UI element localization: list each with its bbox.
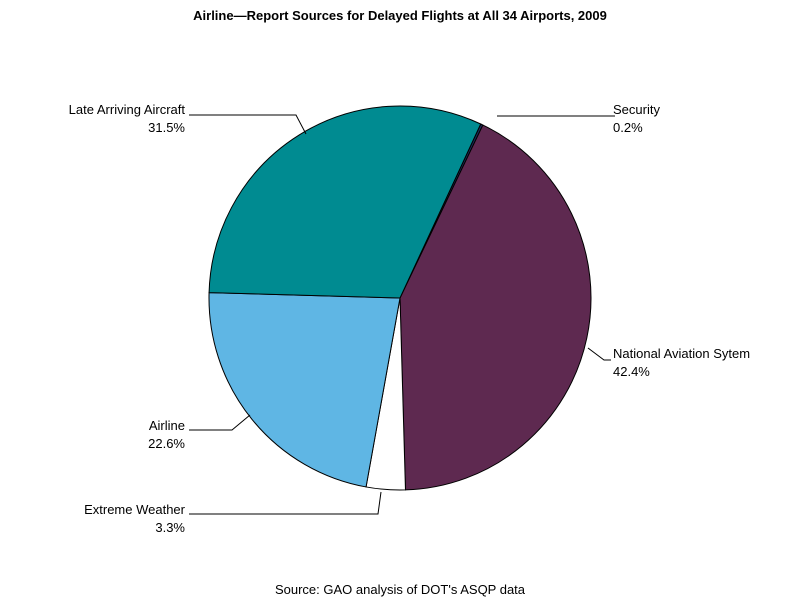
slice-labels: Security 0.2% National Aviation Sytem 42.4%… xyxy=(69,102,750,535)
leader-airline xyxy=(189,414,251,431)
pie-slices xyxy=(208,105,592,491)
label-security: Security xyxy=(613,102,660,117)
value-label-airline: 22.6% xyxy=(148,436,185,451)
value-label-late-arriving-aircraft: 31.5% xyxy=(148,120,185,135)
label-national-aviation-sytem: National Aviation Sytem xyxy=(613,346,750,361)
leader-late-arriving-aircraft xyxy=(189,114,307,135)
slice-airline xyxy=(208,292,401,488)
value-label-security: 0.2% xyxy=(613,120,643,135)
label-airline: Airline xyxy=(149,418,185,433)
source-note: Source: GAO analysis of DOT's ASQP data xyxy=(275,582,526,597)
label-extreme-weather: Extreme Weather xyxy=(84,502,186,517)
leader-extreme-weather xyxy=(189,491,382,515)
leader-lines xyxy=(189,114,615,515)
leader-national-aviation-sytem xyxy=(587,347,611,361)
chart-title: Airline—Report Sources for Delayed Fligh… xyxy=(193,8,607,23)
slice-national-aviation-sytem xyxy=(399,124,592,491)
value-label-national-aviation-sytem: 42.4% xyxy=(613,364,650,379)
slice-late-arriving-aircraft xyxy=(208,105,482,299)
value-label-extreme-weather: 3.3% xyxy=(155,520,185,535)
label-late-arriving-aircraft: Late Arriving Aircraft xyxy=(69,102,186,117)
